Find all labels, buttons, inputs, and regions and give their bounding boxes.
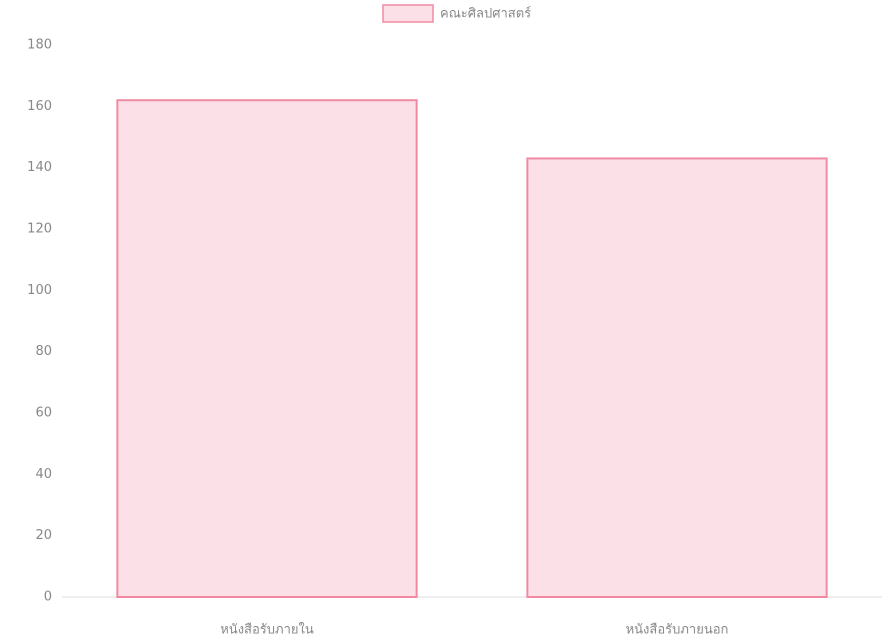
y-tick-label: 140	[27, 160, 52, 175]
y-tick-label: 180	[27, 38, 52, 53]
y-tick-label: 0	[44, 590, 52, 605]
x-tick-label: หนังสือรับภายนอก	[626, 622, 729, 638]
y-tick-label: 60	[35, 406, 52, 421]
legend-swatch	[382, 4, 434, 23]
y-tick-label: 160	[27, 99, 52, 114]
bar	[116, 99, 418, 598]
y-tick-label: 100	[27, 283, 52, 298]
y-tick-label: 120	[27, 222, 52, 237]
y-tick-label: 20	[35, 528, 52, 543]
x-tick-label: หนังสือรับภายใน	[220, 622, 314, 638]
y-tick-label: 40	[35, 467, 52, 482]
y-tick-label: 80	[35, 344, 52, 359]
bar	[526, 157, 828, 598]
legend-label: คณะศิลปศาสตร์	[440, 6, 531, 22]
